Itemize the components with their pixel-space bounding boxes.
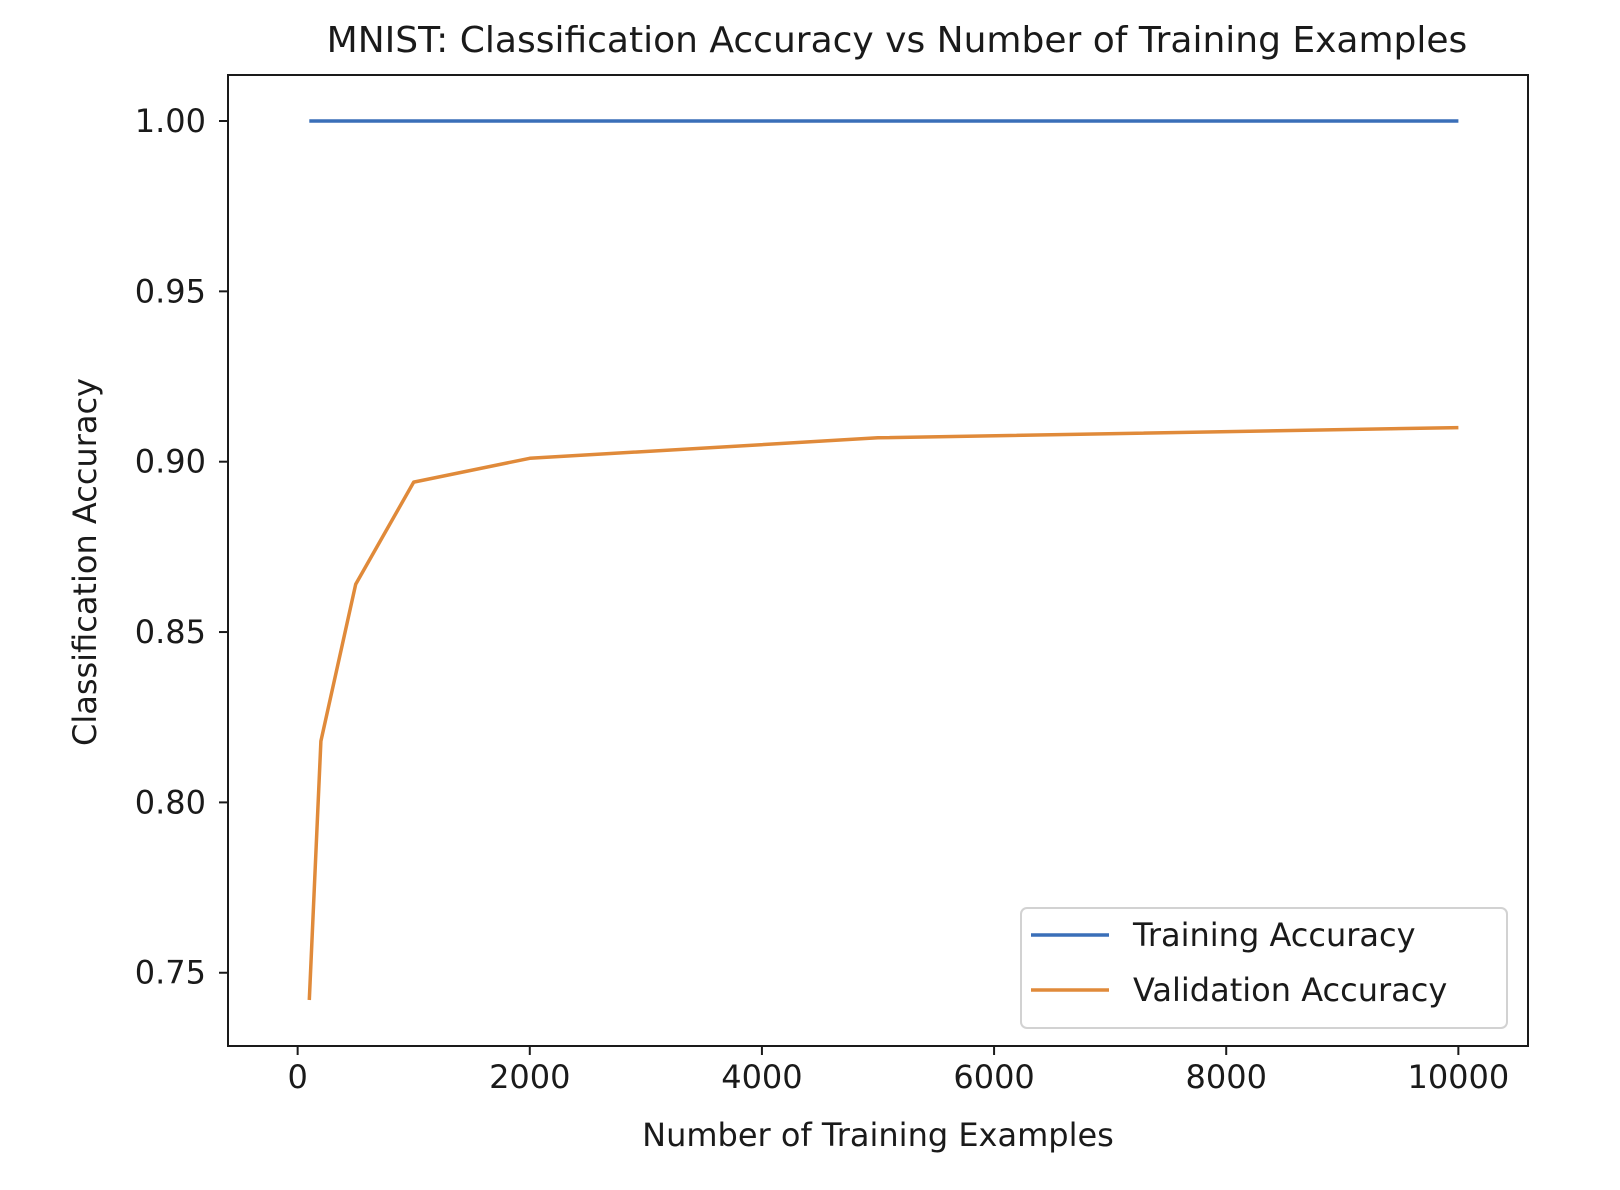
series-line-validation-accuracy — [307, 425, 1459, 1001]
x-tick-label: 6000 — [953, 1058, 1034, 1096]
x-axis: 0 2000 4000 6000 8000 10000 — [287, 1046, 1509, 1096]
y-tick-label: 0.90 — [135, 443, 206, 481]
legend: Training Accuracy Validation Accuracy — [1020, 907, 1508, 1029]
x-tick-label: 0 — [287, 1058, 307, 1096]
y-axis-label: Classification Accuracy — [66, 378, 104, 746]
chart-title: MNIST: Classification Accuracy vs Number… — [327, 20, 1468, 61]
x-tick-label: 4000 — [721, 1058, 802, 1096]
x-tick-label: 8000 — [1185, 1058, 1266, 1096]
y-tick-label: 0.95 — [135, 272, 206, 310]
y-tick-label: 0.80 — [135, 783, 206, 821]
plot-area — [227, 74, 1529, 1047]
y-tick-label: 1.00 — [135, 102, 206, 140]
legend-box — [1020, 907, 1508, 1029]
y-tick-label: 0.75 — [135, 954, 206, 992]
plot-frame — [227, 74, 1529, 1047]
y-axis: 0.75 0.80 0.85 0.90 0.95 1.00 — [135, 102, 228, 992]
y-tick-label: 0.85 — [135, 613, 206, 651]
legend-label: Validation Accuracy — [1133, 971, 1447, 1009]
x-tick-label: 2000 — [489, 1058, 570, 1096]
x-tick-label: 10000 — [1407, 1058, 1509, 1096]
series-group — [307, 119, 1459, 1001]
x-axis-label: Number of Training Examples — [642, 1116, 1114, 1154]
legend-label: Training Accuracy — [1132, 916, 1416, 954]
